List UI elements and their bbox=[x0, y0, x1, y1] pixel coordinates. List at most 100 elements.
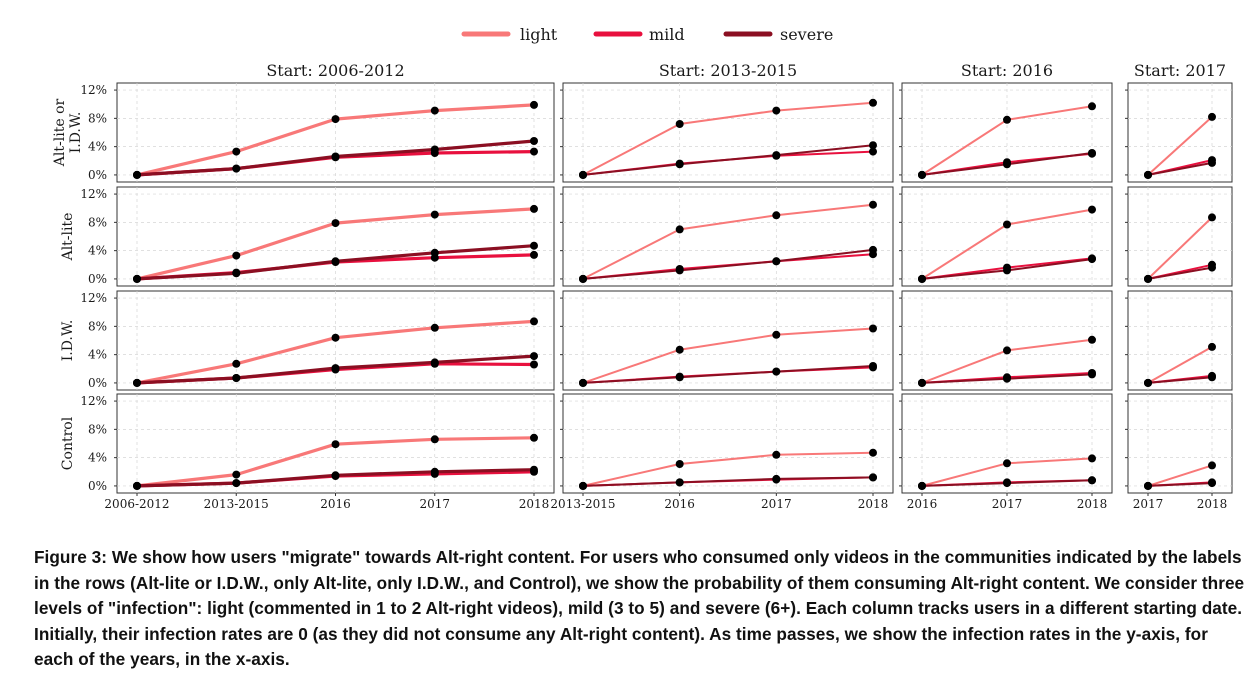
data-point-light bbox=[1088, 335, 1096, 344]
legend: light mild severe bbox=[461, 25, 833, 44]
x-tick-label: 2017 bbox=[1133, 497, 1164, 511]
data-point-severe bbox=[1208, 263, 1216, 272]
series-line-severe bbox=[1147, 266, 1213, 280]
column-title: Start: 2017 bbox=[1134, 61, 1226, 80]
data-point-light bbox=[772, 106, 781, 115]
data-point-severe bbox=[772, 257, 781, 266]
chart-panels: Start: 2006-2012 Start: 2013-2015 Start: 2… bbox=[52, 61, 1233, 511]
panel-frame bbox=[562, 186, 894, 287]
data-point-light bbox=[1208, 342, 1216, 351]
data-point-severe bbox=[1003, 160, 1011, 169]
legend-label-light: light bbox=[520, 25, 558, 44]
data-point-light bbox=[1208, 112, 1216, 121]
y-tick-label: 12% bbox=[80, 187, 107, 201]
data-point-light bbox=[1088, 454, 1096, 463]
column-title: Start: 2006-2012 bbox=[266, 61, 404, 80]
data-point-severe bbox=[918, 481, 926, 490]
figure-caption: Figure 3: We show how users "migrate" to… bbox=[34, 547, 1245, 670]
data-point-severe bbox=[579, 170, 587, 179]
data-point-severe bbox=[232, 374, 241, 382]
panel bbox=[560, 186, 894, 287]
column-title: Start: 2016 bbox=[961, 61, 1053, 80]
series-line-light bbox=[582, 101, 874, 176]
data-point-severe bbox=[1208, 373, 1216, 382]
y-tick-label: 0% bbox=[88, 376, 107, 390]
column-title: Start: 2013-2015 bbox=[659, 61, 797, 80]
data-point-light bbox=[331, 219, 340, 228]
data-point-light bbox=[675, 460, 684, 468]
data-point-light bbox=[675, 345, 684, 354]
y-tick-label: 12% bbox=[80, 83, 107, 97]
data-point-severe bbox=[1088, 149, 1096, 157]
data-point-severe bbox=[675, 266, 684, 275]
panel bbox=[560, 82, 894, 183]
series-line-severe bbox=[582, 248, 874, 280]
data-point-light bbox=[530, 317, 538, 326]
data-point-light bbox=[1003, 346, 1011, 355]
data-point-severe bbox=[1144, 274, 1152, 283]
series-line-severe bbox=[1147, 161, 1213, 176]
panel-frame bbox=[562, 82, 894, 183]
data-point-mild bbox=[530, 250, 538, 259]
panel-frame bbox=[1127, 393, 1233, 494]
data-point-light bbox=[675, 120, 684, 128]
data-point-light bbox=[675, 225, 684, 234]
data-point-severe bbox=[918, 274, 926, 283]
row-label: Alt-lite bbox=[60, 213, 76, 262]
data-point-light bbox=[331, 115, 340, 124]
data-point-light bbox=[331, 333, 340, 342]
series-line-light bbox=[1147, 345, 1213, 384]
data-point-severe bbox=[675, 373, 684, 382]
y-tick-label: 4% bbox=[88, 244, 107, 258]
data-point-light bbox=[430, 210, 439, 219]
panel: 2016 2017 2018 bbox=[899, 393, 1113, 511]
series-line-light bbox=[582, 203, 874, 280]
data-point-severe bbox=[579, 274, 587, 283]
data-point-light bbox=[869, 448, 877, 457]
data-point-severe bbox=[869, 473, 877, 482]
data-point-severe bbox=[1003, 479, 1011, 488]
panel bbox=[114, 186, 555, 287]
data-point-severe bbox=[530, 465, 538, 474]
panel: 2013-2015 2016 2017 2018 bbox=[550, 393, 894, 511]
panel bbox=[1125, 290, 1233, 391]
data-point-severe bbox=[430, 467, 439, 476]
y-tick-label: 12% bbox=[80, 291, 107, 305]
series-line-severe bbox=[1147, 376, 1213, 384]
y-tick-label: 4% bbox=[88, 348, 107, 362]
x-tick-label: 2013-2015 bbox=[204, 497, 269, 511]
data-point-severe bbox=[579, 378, 587, 387]
data-point-severe bbox=[430, 248, 439, 257]
x-tick-label: 2018 bbox=[1077, 497, 1108, 511]
data-point-severe bbox=[918, 378, 926, 387]
panel-frame bbox=[562, 393, 894, 494]
data-point-light bbox=[530, 204, 538, 213]
panel: 2006-2012 2013-2015 2016 2017 2018 bbox=[104, 393, 555, 511]
row-label: I.D.W. bbox=[60, 320, 76, 362]
data-point-severe bbox=[1088, 370, 1096, 379]
data-point-severe bbox=[1088, 476, 1096, 485]
data-point-light bbox=[1208, 213, 1216, 222]
x-tick-label: 2018 bbox=[858, 497, 889, 511]
panel bbox=[560, 290, 894, 391]
data-point-severe bbox=[133, 378, 141, 387]
data-point-severe bbox=[133, 274, 141, 283]
data-point-light bbox=[530, 100, 538, 109]
data-point-light bbox=[772, 211, 781, 220]
data-point-severe bbox=[530, 137, 538, 145]
panel bbox=[899, 82, 1113, 183]
data-point-severe bbox=[331, 152, 340, 161]
data-point-severe bbox=[530, 352, 538, 361]
data-point-light bbox=[1088, 205, 1096, 214]
data-point-light bbox=[869, 98, 877, 107]
data-point-severe bbox=[232, 269, 241, 278]
faceted-line-chart: light mild severe Start: 2006-2012 Start: 2… bbox=[52, 25, 1233, 511]
data-point-light bbox=[869, 200, 877, 209]
data-point-severe bbox=[869, 141, 877, 150]
data-point-light bbox=[232, 251, 241, 260]
data-point-severe bbox=[1003, 374, 1011, 383]
series-line-light bbox=[582, 451, 874, 487]
row-label: Control bbox=[60, 416, 76, 470]
data-point-severe bbox=[579, 481, 587, 490]
x-tick-label: 2017 bbox=[992, 497, 1023, 511]
